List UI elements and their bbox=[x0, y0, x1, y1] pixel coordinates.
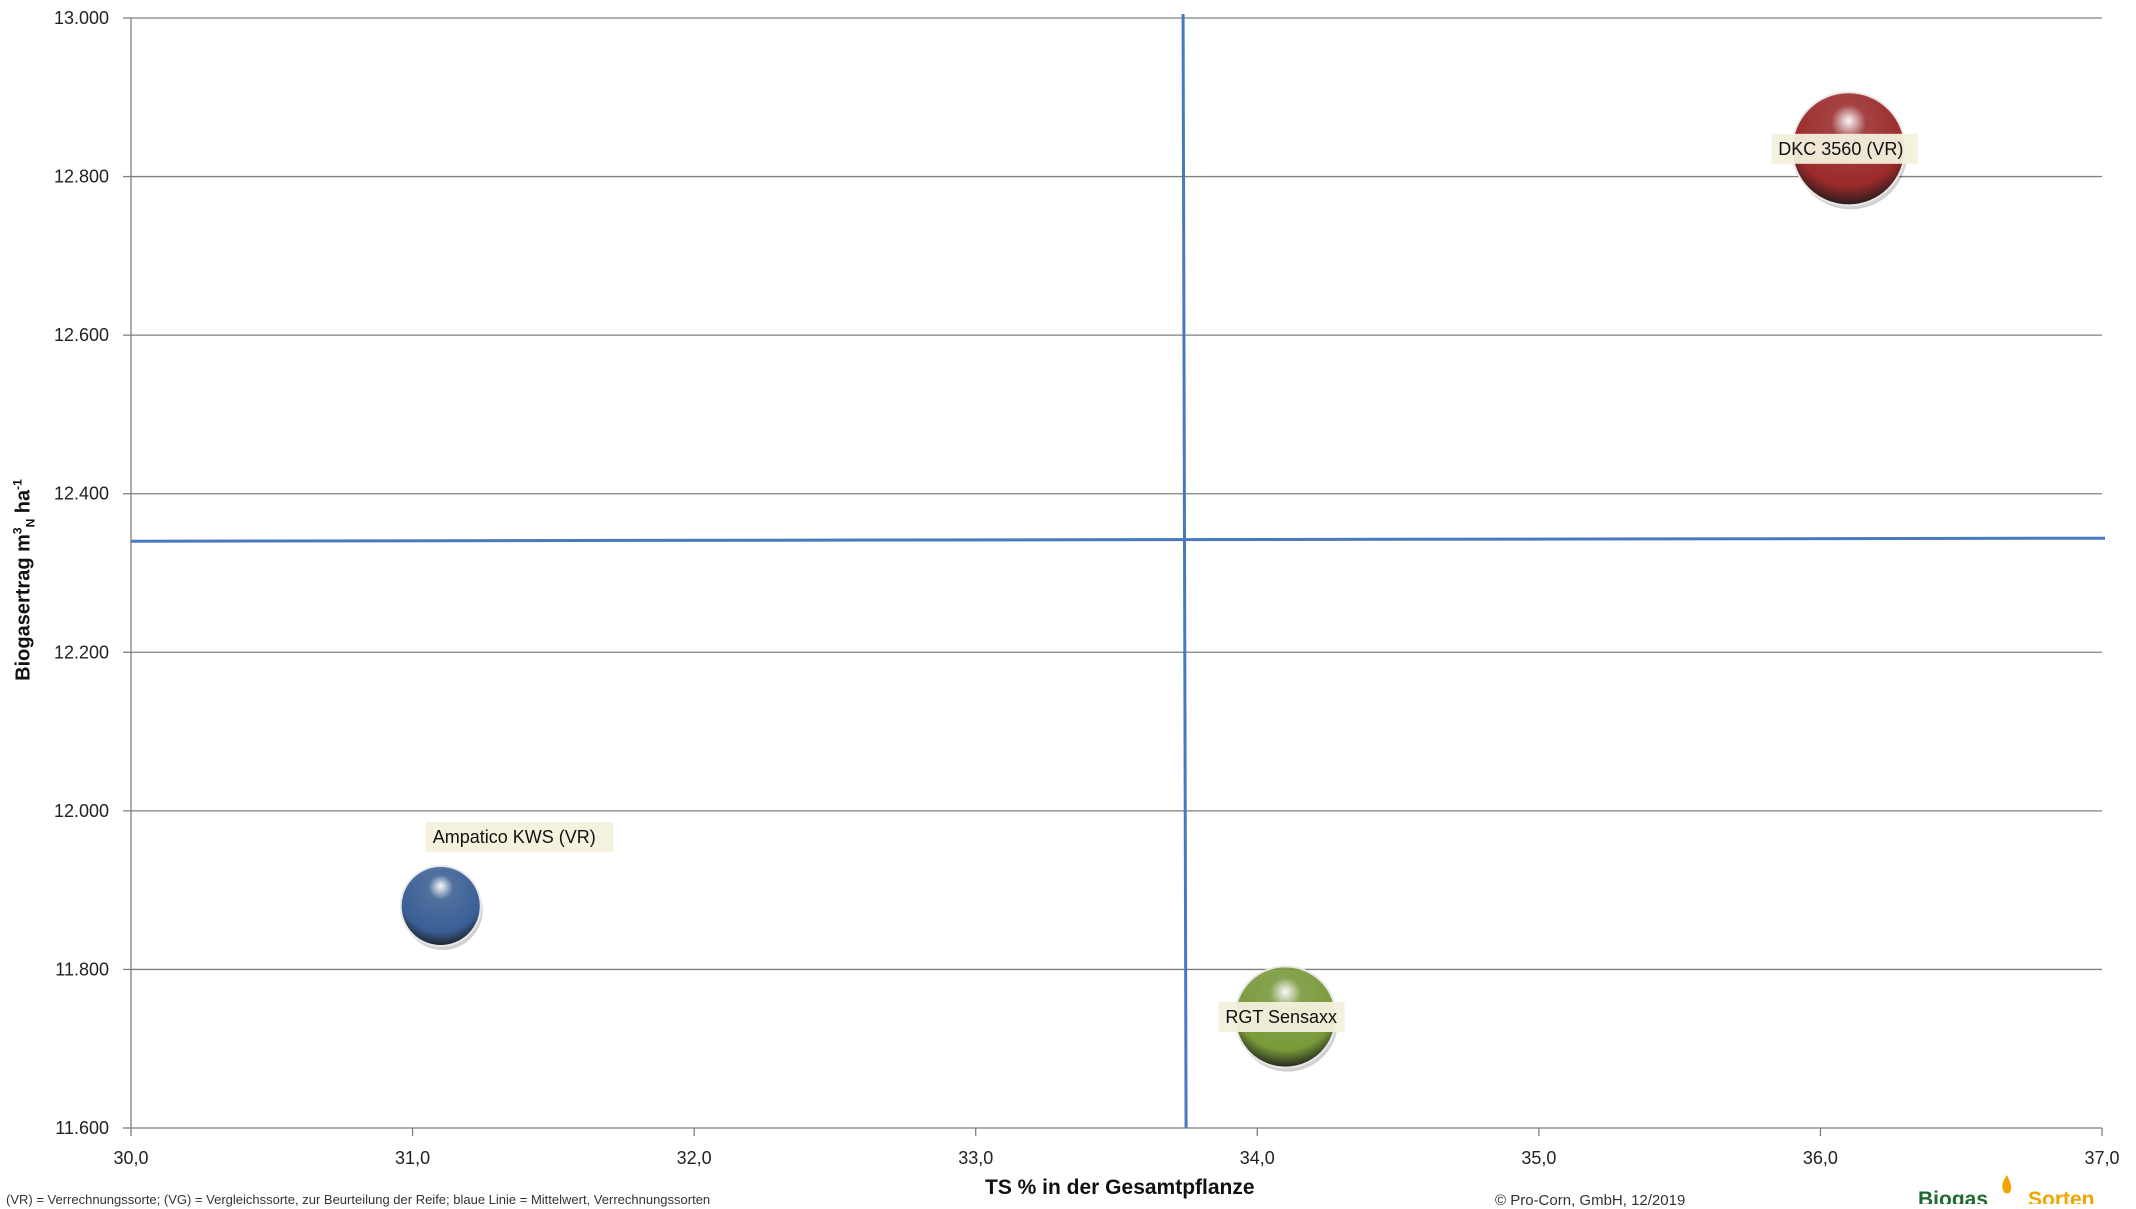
footnote: (VR) = Verrechnungssorte; (VG) = Verglei… bbox=[6, 1192, 711, 1207]
x-tick-label: 30,0 bbox=[113, 1148, 148, 1168]
y-axis-title-sup1: 3 bbox=[10, 527, 25, 535]
flame-icon bbox=[2002, 1175, 2012, 1194]
y-tick-label: 11.800 bbox=[55, 959, 109, 979]
y-axis-title-sup2: -1 bbox=[10, 479, 25, 490]
y-tick-label: 12.200 bbox=[54, 642, 109, 662]
bubble-label: RGT Sensaxx bbox=[1225, 1007, 1337, 1027]
y-axis-title-main: Biogasertrag m bbox=[12, 534, 35, 681]
x-tick-label: 36,0 bbox=[1803, 1148, 1838, 1168]
bubble-label-bg bbox=[1771, 133, 1918, 164]
x-tick-label: 32,0 bbox=[677, 1148, 712, 1168]
bubble: Ampatico KWS (VR) bbox=[399, 822, 614, 950]
y-axis-title-sub: N bbox=[23, 518, 38, 528]
biogas-sorten-logo: Biogas Sorten bbox=[1918, 1174, 2118, 1204]
copyright-note: © Pro-Corn, GmbH, 12/2019 bbox=[1495, 1192, 1686, 1209]
bubble-label-bg bbox=[1218, 1002, 1345, 1032]
mean-line-vertical bbox=[1181, 13, 1188, 1129]
y-tick-label: 13.000 bbox=[54, 8, 109, 28]
x-tick-label: 37,0 bbox=[2084, 1148, 2119, 1168]
y-axis-title-unit: ha bbox=[12, 489, 35, 514]
x-tick-label: 31,0 bbox=[395, 1148, 430, 1168]
y-tick-label: 12.600 bbox=[54, 325, 109, 345]
x-axis-ticks: 30,0 31,0 32,0 33,0 34,0 35,0 36,0 37,0 bbox=[113, 1128, 2120, 1168]
grid-lines bbox=[130, 17, 2102, 1129]
data-points: Ampatico KWS (VR) RGT Sensaxx DKC 3560 (VR… bbox=[399, 91, 1918, 1072]
y-tick-label: 11.600 bbox=[55, 1118, 109, 1138]
bubble: RGT Sensaxx bbox=[1218, 965, 1345, 1072]
y-axis-title: Biogasertrag m3N ha-1 bbox=[4, 470, 44, 690]
x-axis-title: TS % in der Gesamtpflanze bbox=[985, 1176, 1255, 1199]
x-tick-label: 33,0 bbox=[958, 1148, 993, 1168]
bubble-label-bg bbox=[425, 822, 614, 852]
y-tick-label: 12.400 bbox=[54, 484, 109, 504]
mean-lines bbox=[130, 13, 2106, 1129]
x-tick-label: 35,0 bbox=[1521, 1148, 1556, 1168]
bubble-label: DKC 3560 (VR) bbox=[1778, 139, 1903, 159]
x-tick-label: 34,0 bbox=[1240, 1148, 1275, 1168]
bubble-marker bbox=[399, 865, 482, 947]
y-tick-label: 12.800 bbox=[54, 167, 109, 187]
bubble: DKC 3560 (VR) bbox=[1771, 91, 1918, 210]
mean-line-horizontal bbox=[130, 536, 2106, 543]
y-tick-label: 12.000 bbox=[54, 801, 109, 821]
logo-text-biogas: Biogas bbox=[1918, 1188, 1989, 1204]
bubble-label: Ampatico KWS (VR) bbox=[433, 827, 596, 847]
y-axis-ticks: 11.600 11.800 12.000 12.200 12.400 12.600 12.8… bbox=[54, 8, 131, 1138]
logo-text-sorten: Sorten bbox=[2028, 1188, 2095, 1204]
